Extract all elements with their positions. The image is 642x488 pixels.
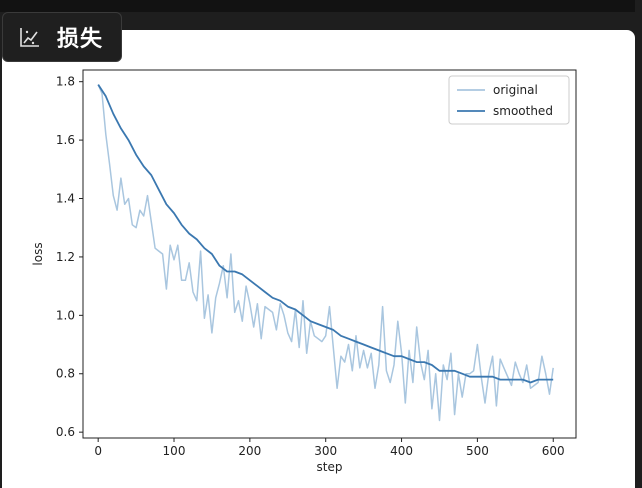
legend-box <box>448 75 570 125</box>
y-axis-label: loss <box>31 242 45 265</box>
chart-title-badge: 损失 <box>2 12 122 62</box>
top-bar <box>0 0 642 12</box>
y-tick-label: 1.2 <box>56 250 75 264</box>
x-tick-label: 100 <box>163 444 186 458</box>
x-tick-label: 600 <box>542 444 565 458</box>
chart-icon <box>20 28 39 47</box>
series-line-smoothed <box>97 84 554 384</box>
chart-title: 损失 <box>57 27 104 52</box>
y-tick-label: 1.8 <box>56 75 75 89</box>
y-tick-label: 0.6 <box>56 425 75 439</box>
x-tick-label: 300 <box>314 444 337 458</box>
chart-panel: 0 100 200 300 400 500 600 0.6 0.8 1.0 1.2 1.4 1.6 1.8… <box>2 30 635 488</box>
right-edge <box>635 0 642 488</box>
plot-frame <box>82 69 577 439</box>
x-tick-label: 500 <box>466 444 489 458</box>
x-axis-label: step <box>317 460 343 474</box>
y-tick-label: 1.4 <box>56 192 75 206</box>
legend-label-smoothed: smoothed <box>493 104 553 118</box>
legend-label-original: original <box>493 83 538 97</box>
loss-chart: 0 100 200 300 400 500 600 0.6 0.8 1.0 1.2 1.4 1.6 1.8… <box>31 69 577 474</box>
x-tick-label: 400 <box>390 444 413 458</box>
y-tick-label: 0.8 <box>56 367 75 381</box>
x-tick-label: 0 <box>94 444 102 458</box>
y-tick-label: 1.6 <box>56 133 75 147</box>
y-tick-label: 1.0 <box>56 308 75 322</box>
series-line-original <box>97 84 554 422</box>
x-tick-label: 200 <box>238 444 261 458</box>
